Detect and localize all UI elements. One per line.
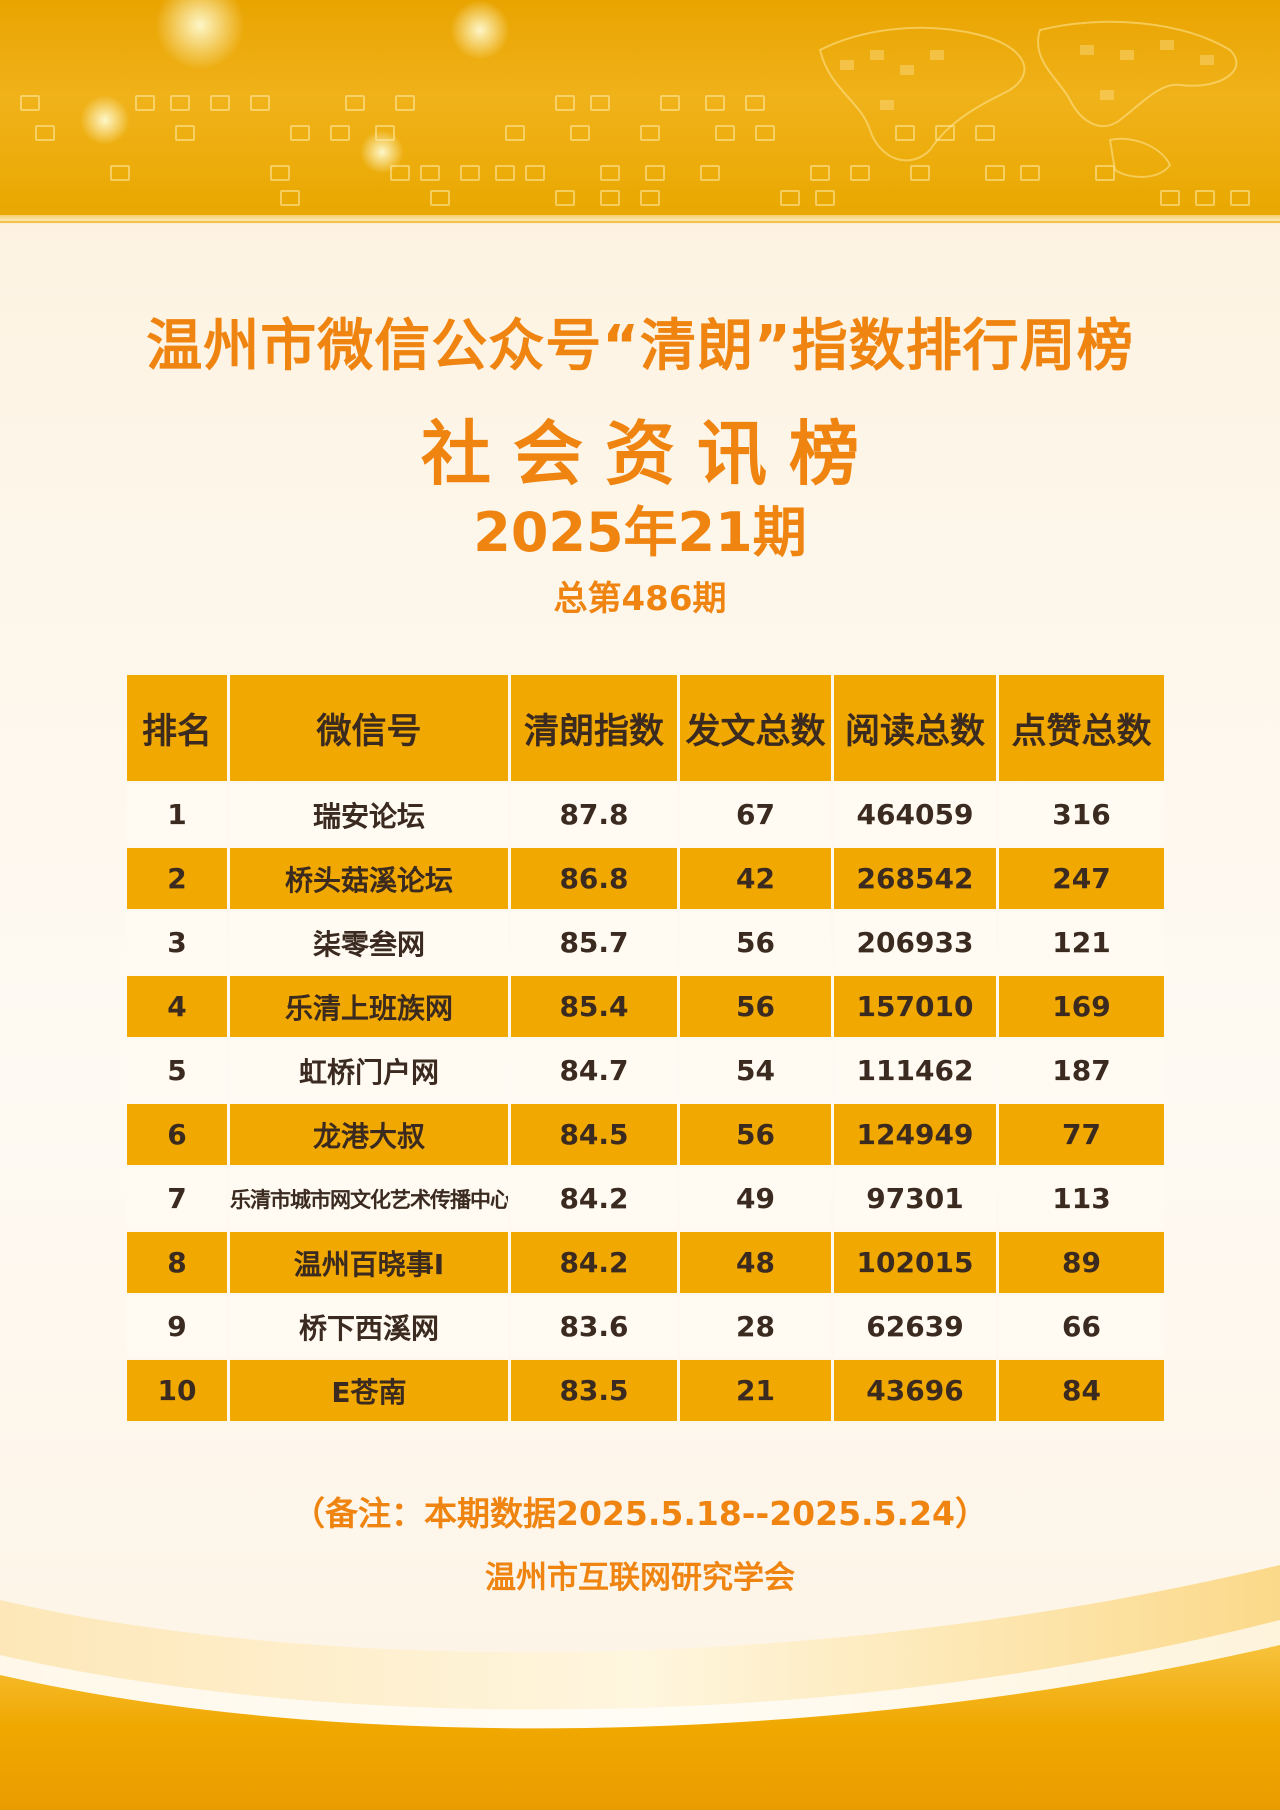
top-banner [0, 0, 1280, 215]
likes-cell: 169 [999, 976, 1164, 1037]
table-row: 4 乐清上班族网 85.4 56 157010 169 [127, 976, 1164, 1037]
page-title: 温州市微信公众号“清朗”指数排行周榜 [146, 314, 1134, 379]
posts-cell: 42 [680, 848, 831, 909]
likes-cell: 84 [999, 1360, 1164, 1421]
posts-cell: 21 [680, 1360, 831, 1421]
rank-cell: 6 [127, 1104, 227, 1165]
likes-cell: 187 [999, 1040, 1164, 1101]
header-rank: 排名 [127, 675, 227, 781]
posts-cell: 56 [680, 976, 831, 1037]
total-issue-number: 总第486期 [553, 579, 727, 619]
header-qinglang-index: 清朗指数 [511, 675, 677, 781]
index-cell: 86.8 [511, 848, 677, 909]
index-cell: 83.6 [511, 1296, 677, 1357]
reads-cell: 124949 [834, 1104, 996, 1165]
reads-cell: 97301 [834, 1168, 996, 1229]
rank-cell: 10 [127, 1360, 227, 1421]
likes-cell: 77 [999, 1104, 1164, 1165]
rank-cell: 8 [127, 1232, 227, 1293]
rank-cell: 9 [127, 1296, 227, 1357]
publisher-name: 温州市互联网研究学会 [485, 1560, 795, 1596]
account-cell: E苍南 [230, 1360, 508, 1421]
likes-cell: 113 [999, 1168, 1164, 1229]
account-cell: 虹桥门户网 [230, 1040, 508, 1101]
banner-edge [0, 215, 1280, 225]
account-cell: 桥下西溪网 [230, 1296, 508, 1357]
issue-number: 2025年21期 [473, 501, 807, 564]
index-cell: 84.7 [511, 1040, 677, 1101]
account-cell: 乐清市城市网文化艺术传播中心 [230, 1168, 508, 1229]
index-cell: 85.4 [511, 976, 677, 1037]
account-cell: 龙港大叔 [230, 1104, 508, 1165]
reads-cell: 43696 [834, 1360, 996, 1421]
index-cell: 84.2 [511, 1232, 677, 1293]
list-category-title: 社会资讯榜 [421, 413, 881, 495]
index-cell: 84.2 [511, 1168, 677, 1229]
header-post-count: 发文总数 [680, 675, 831, 781]
table-row: 3 柒零叁网 85.7 56 206933 121 [127, 912, 1164, 973]
reads-cell: 464059 [834, 784, 996, 845]
posts-cell: 56 [680, 912, 831, 973]
header-wechat-account: 微信号 [230, 675, 508, 781]
data-period-note: （备注：本期数据2025.5.18--2025.5.24） [292, 1494, 988, 1533]
bottom-wave-decoration [0, 1565, 1280, 1810]
posts-cell: 54 [680, 1040, 831, 1101]
posts-cell: 67 [680, 784, 831, 845]
table-row: 6 龙港大叔 84.5 56 124949 77 [127, 1104, 1164, 1165]
table-row: 1 瑞安论坛 87.8 67 464059 316 [127, 784, 1164, 845]
rank-cell: 4 [127, 976, 227, 1037]
account-cell: 温州百晓事I [230, 1232, 508, 1293]
light-glow [155, 0, 245, 70]
table-header-row: 排名 微信号 清朗指数 发文总数 阅读总数 点赞总数 [127, 675, 1164, 781]
reads-cell: 157010 [834, 976, 996, 1037]
rank-cell: 3 [127, 912, 227, 973]
posts-cell: 28 [680, 1296, 831, 1357]
header-read-count: 阅读总数 [834, 675, 996, 781]
table-row: 2 桥头菇溪论坛 86.8 42 268542 247 [127, 848, 1164, 909]
rank-cell: 7 [127, 1168, 227, 1229]
index-cell: 84.5 [511, 1104, 677, 1165]
table-row: 5 虹桥门户网 84.7 54 111462 187 [127, 1040, 1164, 1101]
likes-cell: 121 [999, 912, 1164, 973]
reads-cell: 62639 [834, 1296, 996, 1357]
reads-cell: 268542 [834, 848, 996, 909]
rank-cell: 5 [127, 1040, 227, 1101]
index-cell: 83.5 [511, 1360, 677, 1421]
ranking-table: 排名 微信号 清朗指数 发文总数 阅读总数 点赞总数 1 瑞安论坛 87.8 6… [124, 672, 1167, 1424]
likes-cell: 66 [999, 1296, 1164, 1357]
index-cell: 85.7 [511, 912, 677, 973]
world-map-decoration [818, 20, 1238, 178]
account-cell: 乐清上班族网 [230, 976, 508, 1037]
rank-cell: 2 [127, 848, 227, 909]
account-cell: 桥头菇溪论坛 [230, 848, 508, 909]
posts-cell: 56 [680, 1104, 831, 1165]
posts-cell: 49 [680, 1168, 831, 1229]
account-cell: 瑞安论坛 [230, 784, 508, 845]
reads-cell: 111462 [834, 1040, 996, 1101]
likes-cell: 247 [999, 848, 1164, 909]
banner-divider [0, 221, 1280, 223]
table-row: 10 E苍南 83.5 21 43696 84 [127, 1360, 1164, 1421]
reads-cell: 102015 [834, 1232, 996, 1293]
likes-cell: 316 [999, 784, 1164, 845]
account-cell: 柒零叁网 [230, 912, 508, 973]
light-glow [80, 95, 130, 145]
table-row: 7 乐清市城市网文化艺术传播中心 84.2 49 97301 113 [127, 1168, 1164, 1229]
posts-cell: 48 [680, 1232, 831, 1293]
index-cell: 87.8 [511, 784, 677, 845]
reads-cell: 206933 [834, 912, 996, 973]
table-row: 9 桥下西溪网 83.6 28 62639 66 [127, 1296, 1164, 1357]
header-like-count: 点赞总数 [999, 675, 1164, 781]
light-glow [450, 0, 510, 60]
rank-cell: 1 [127, 784, 227, 845]
likes-cell: 89 [999, 1232, 1164, 1293]
table-row: 8 温州百晓事I 84.2 48 102015 89 [127, 1232, 1164, 1293]
